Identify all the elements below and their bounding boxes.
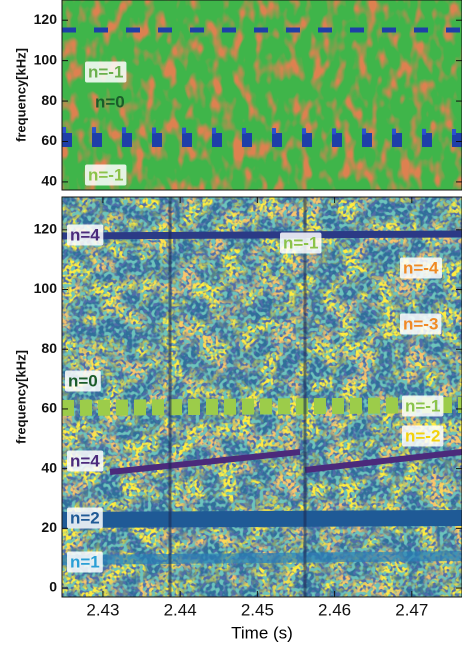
annotation-label: n=4	[70, 225, 100, 244]
spectrogram-bottom	[62, 197, 462, 597]
annotation-label: n=2	[70, 508, 100, 527]
annotation-label: n=-1	[283, 233, 318, 252]
x-tick-label: 2.43	[86, 600, 119, 619]
annotation-box	[67, 507, 103, 529]
annotation: n=-3	[400, 313, 442, 335]
annotation-box	[67, 450, 104, 472]
annotation-box	[400, 257, 442, 279]
annotation: n=-1	[402, 395, 444, 417]
frame	[61, 196, 462, 598]
y-tick-label: 100	[34, 280, 58, 296]
annotation: n=-2	[402, 425, 444, 447]
annotation-label: n=0	[68, 371, 98, 390]
y-tick-label: 120	[34, 221, 58, 237]
y-tick-label: 80	[41, 92, 57, 108]
y-tick-label: 60	[41, 132, 57, 148]
annotation: n=-4	[400, 257, 442, 279]
y-axis-label: frequency[kHz]	[13, 350, 28, 444]
annotation-box	[280, 232, 322, 254]
annotation-label: n=-1	[88, 62, 123, 81]
x-tick-label: 2.47	[395, 600, 428, 619]
annotation: n=0	[65, 370, 101, 392]
y-tick-label: 20	[41, 519, 57, 535]
x-axis-label: Time (s)	[231, 623, 293, 642]
annotation: n=-1	[85, 164, 127, 186]
y-tick-label: 60	[41, 400, 57, 416]
annotation-label: n=-4	[403, 258, 439, 277]
y-tick-label: 40	[41, 173, 57, 189]
annotation: n=4	[67, 224, 104, 246]
annotation-box	[400, 313, 442, 335]
annotation-box	[85, 61, 127, 83]
x-tick-label: 2.46	[318, 600, 351, 619]
annotation-box	[402, 425, 444, 447]
x-tick-label: 2.45	[241, 600, 274, 619]
annotation: n=-1	[280, 232, 322, 254]
annotation-box	[65, 370, 101, 392]
annotation-label: n=0	[95, 92, 125, 111]
annotation-label: n=4	[70, 451, 100, 470]
y-tick-label: 120	[34, 11, 58, 27]
annotation: n=1	[67, 551, 103, 573]
annotation: n=4	[67, 450, 104, 472]
annotation-label: n=1	[70, 552, 100, 571]
annotation-box	[402, 395, 444, 417]
annotation-label: n=-1	[88, 165, 123, 184]
annotation: n=2	[67, 507, 103, 529]
y-tick-label: 40	[41, 459, 57, 475]
annotation: n=-1	[85, 61, 127, 83]
x-tick-label: 2.44	[164, 600, 197, 619]
y-tick-label: 80	[41, 340, 57, 356]
frame	[61, 0, 462, 191]
annotation-label: n=-2	[405, 426, 440, 445]
annotation-box	[85, 164, 127, 186]
y-tick-label: 0	[49, 579, 57, 595]
annotation-label: n=-1	[405, 396, 440, 415]
annotation-box	[67, 551, 103, 573]
spectrogram-top	[62, 0, 462, 190]
annotation: n=0	[95, 92, 125, 111]
y-axis-label: frequency[kHz]	[13, 48, 28, 142]
annotation-box	[67, 224, 104, 246]
y-tick-label: 100	[34, 51, 58, 67]
annotation-label: n=-3	[403, 314, 438, 333]
